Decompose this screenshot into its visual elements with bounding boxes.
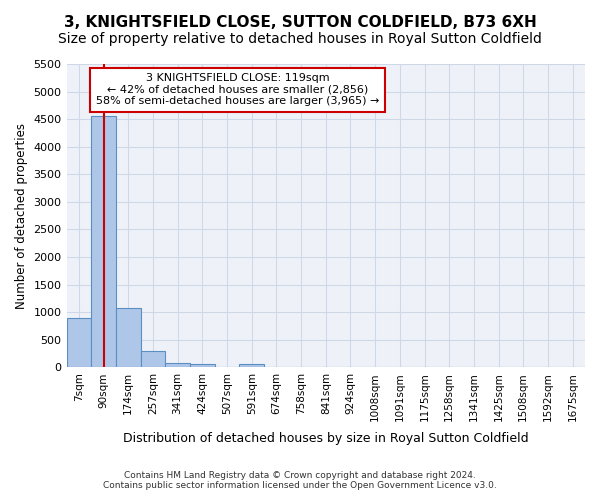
Text: 3, KNIGHTSFIELD CLOSE, SUTTON COLDFIELD, B73 6XH: 3, KNIGHTSFIELD CLOSE, SUTTON COLDFIELD,… — [64, 15, 536, 30]
Text: Size of property relative to detached houses in Royal Sutton Coldfield: Size of property relative to detached ho… — [58, 32, 542, 46]
Y-axis label: Number of detached properties: Number of detached properties — [15, 122, 28, 308]
Bar — [140, 351, 165, 368]
Text: 3 KNIGHTSFIELD CLOSE: 119sqm
← 42% of detached houses are smaller (2,856)
58% of: 3 KNIGHTSFIELD CLOSE: 119sqm ← 42% of de… — [96, 73, 379, 106]
Bar — [190, 364, 215, 368]
Bar — [239, 364, 264, 368]
Bar — [91, 116, 116, 368]
Bar — [67, 318, 91, 368]
Bar — [165, 363, 190, 368]
Text: Contains HM Land Registry data © Crown copyright and database right 2024.
Contai: Contains HM Land Registry data © Crown c… — [103, 470, 497, 490]
Bar — [116, 308, 140, 368]
X-axis label: Distribution of detached houses by size in Royal Sutton Coldfield: Distribution of detached houses by size … — [123, 432, 529, 445]
